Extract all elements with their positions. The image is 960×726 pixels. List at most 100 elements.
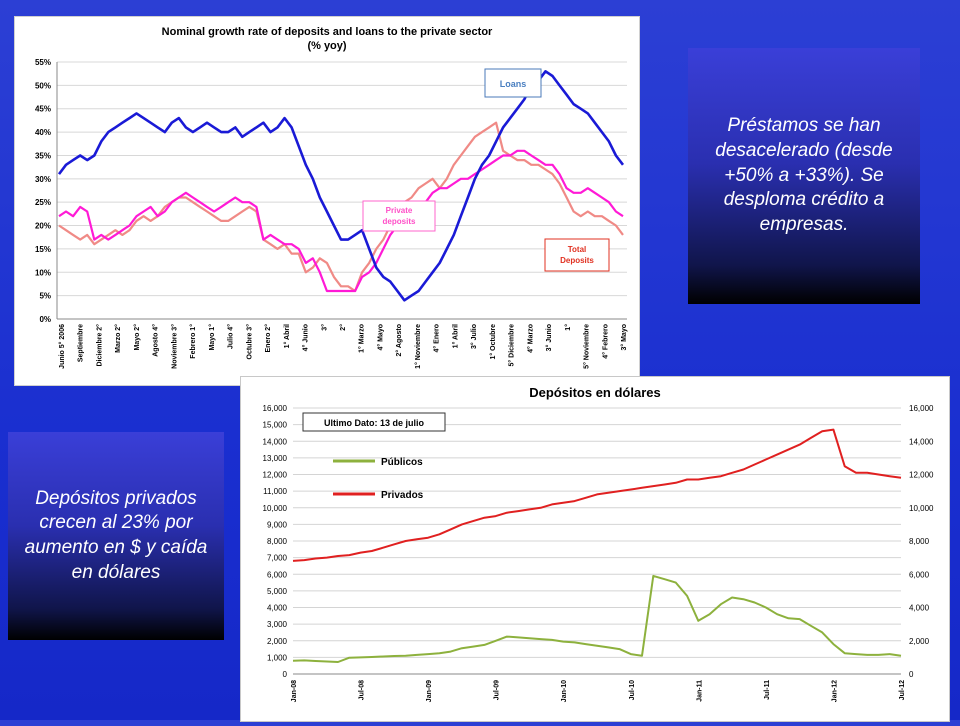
x-tick-label: 4° Junio	[302, 324, 310, 351]
x-tick-label: 5° Noviembre	[583, 324, 591, 369]
chart-subtitle: (% yoy)	[307, 40, 346, 52]
x-tick-label: 3° Julio	[470, 324, 478, 349]
x-tick-label: Octubre 3°	[245, 324, 253, 360]
y-tick-label-left: 8,000	[267, 537, 288, 546]
legend-label-publicos: Públicos	[381, 457, 423, 468]
y-tick-label: 55%	[35, 58, 51, 67]
x-tick-label: Febrero 1°	[189, 324, 197, 359]
y-tick-label-left: 7,000	[267, 554, 288, 563]
x-tick-label: 1° Noviembre	[414, 324, 422, 369]
y-tick-label-left: 9,000	[267, 520, 288, 529]
note-loans-text: Préstamos se han desacelerado (desde +50…	[715, 115, 893, 236]
x-tick-label: Jul-11	[764, 680, 771, 700]
x-tick-label: Jan-08	[291, 680, 298, 702]
y-tick-label-left: 13,000	[263, 454, 288, 463]
x-tick-label: 3° Mayo	[620, 324, 628, 351]
series-line-total-deposits	[58, 121, 624, 293]
y-tick-label-left: 15,000	[263, 421, 288, 430]
x-tick-label: Jul-09	[494, 680, 501, 700]
x-tick-label: 4° Enero	[433, 324, 441, 352]
x-tick-label: Jan-10	[561, 680, 568, 702]
growth-rate-chart-svg: Nominal growth rate of deposits and loan…	[35, 26, 628, 369]
x-tick-label: Jan-09	[426, 680, 433, 702]
x-tick-label: Diciembre 2°	[95, 324, 103, 367]
y-tick-label-right: 14,000	[909, 437, 934, 446]
x-tick-label: 2° Agosto	[395, 324, 403, 356]
x-tick-label: 2°	[339, 324, 347, 331]
annotation-text: Ultimo Dato: 13 de julio	[324, 418, 425, 428]
y-tick-label-right: 2,000	[909, 637, 930, 646]
y-tick-label: 50%	[35, 81, 51, 90]
y-tick-label: 20%	[35, 222, 51, 231]
chart-title: Nominal growth rate of deposits and loan…	[162, 26, 493, 38]
y-tick-label: 30%	[35, 175, 51, 184]
note-deposits: Depósitos privados crecen al 23% por aum…	[8, 432, 224, 640]
x-tick-label: 4° Marzo	[526, 324, 534, 353]
y-tick-label-left: 14,000	[263, 437, 288, 446]
x-tick-label: Septiembre	[78, 324, 85, 362]
y-tick-label-left: 5,000	[267, 587, 288, 596]
y-tick-label-left: 16,000	[263, 404, 288, 413]
y-tick-label: 0%	[39, 315, 51, 324]
x-tick-label: Jan-11	[696, 680, 703, 702]
dollar-deposits-chart: Depósitos en dólares 0 1,000 2,000 3,000 4,0…	[240, 376, 950, 722]
note-deposits-text: Depósitos privados crecen al 23% por aum…	[24, 487, 208, 583]
x-tick-label: Mayo 2°	[133, 324, 141, 351]
y-tick-label-right: 8,000	[909, 537, 930, 546]
y-tick-label: 35%	[35, 151, 51, 160]
x-tick-label: 4° Febrero	[601, 324, 609, 359]
x-tick-label: Mayo 1°	[208, 324, 216, 351]
x-tick-label: 1° Abril	[283, 324, 291, 348]
x-tick-label: Jul-08	[359, 680, 366, 700]
x-tick-label: 1° Abril	[451, 324, 459, 348]
series-line-private-deposits	[58, 149, 624, 293]
growth-rate-chart: Nominal growth rate of deposits and loan…	[14, 16, 640, 386]
y-tick-label-left: 3,000	[267, 620, 288, 629]
y-tick-label-right: 0	[909, 670, 914, 679]
x-tick-label: Jul-10	[629, 680, 636, 700]
x-tick-label: Enero 2°	[264, 324, 272, 353]
x-tick-label: Jan-12	[831, 680, 838, 702]
y-tick-label: 15%	[35, 245, 51, 254]
series-line-loans	[57, 69, 625, 302]
y-tick-label-right: 4,000	[909, 604, 930, 613]
x-tick-label: 5° Diciembre	[508, 324, 516, 367]
legend: Públicos Privados	[333, 457, 424, 501]
y-tick-label-left: 4,000	[267, 604, 288, 613]
y-tick-label-right: 6,000	[909, 570, 930, 579]
private-deposits-label: Private deposits	[383, 206, 416, 226]
y-tick-label-left: 1,000	[267, 653, 288, 662]
loans-label-box	[484, 68, 542, 98]
y-tick-label-left: 6,000	[267, 570, 288, 579]
y-tick-label-left: 2,000	[267, 637, 288, 646]
y-tick-label: 25%	[35, 198, 51, 207]
x-tick-label: Noviembre 3°	[170, 324, 178, 369]
y-tick-label-right: 16,000	[909, 404, 934, 413]
x-tick-label: Junio 5° 2006	[58, 324, 66, 369]
total-deposits-label-box	[544, 238, 610, 272]
x-tick-label: Agosto 4°	[152, 324, 160, 357]
dollar-deposits-chart-svg: Depósitos en dólares 0 1,000 2,000 3,000 4,0…	[263, 385, 934, 702]
x-tick-label: Jul-12	[899, 680, 906, 700]
note-loans: Préstamos se han desacelerado (desde +50…	[688, 48, 920, 304]
y-tick-label: 5%	[39, 292, 51, 301]
y-tick-label-left: 12,000	[263, 471, 288, 480]
y-tick-label: 40%	[35, 128, 51, 137]
legend-label-privados: Privados	[381, 490, 424, 501]
loans-label: Loans	[500, 79, 527, 89]
x-tick-label: 3° Junio	[545, 324, 553, 351]
x-tick-label: 1°	[564, 324, 572, 331]
y-tick-label: 45%	[35, 105, 51, 114]
total-deposits-label: Total Deposits	[560, 245, 594, 265]
series-line-públicos	[292, 574, 902, 663]
x-tick-label: 1° Marzo	[358, 324, 366, 353]
y-tick-label: 10%	[35, 268, 51, 277]
y-tick-label-left: 10,000	[263, 504, 288, 513]
x-tick-label: 1° Octubre	[489, 324, 497, 360]
annotation-box	[302, 412, 446, 432]
x-tick-label: 4° Mayo	[376, 324, 384, 351]
x-tick-label: Julio 4°	[227, 324, 235, 349]
x-tick-label: Marzo 2°	[114, 324, 122, 353]
y-tick-label-right: 10,000	[909, 504, 934, 513]
y-tick-label-left: 11,000	[263, 487, 287, 496]
